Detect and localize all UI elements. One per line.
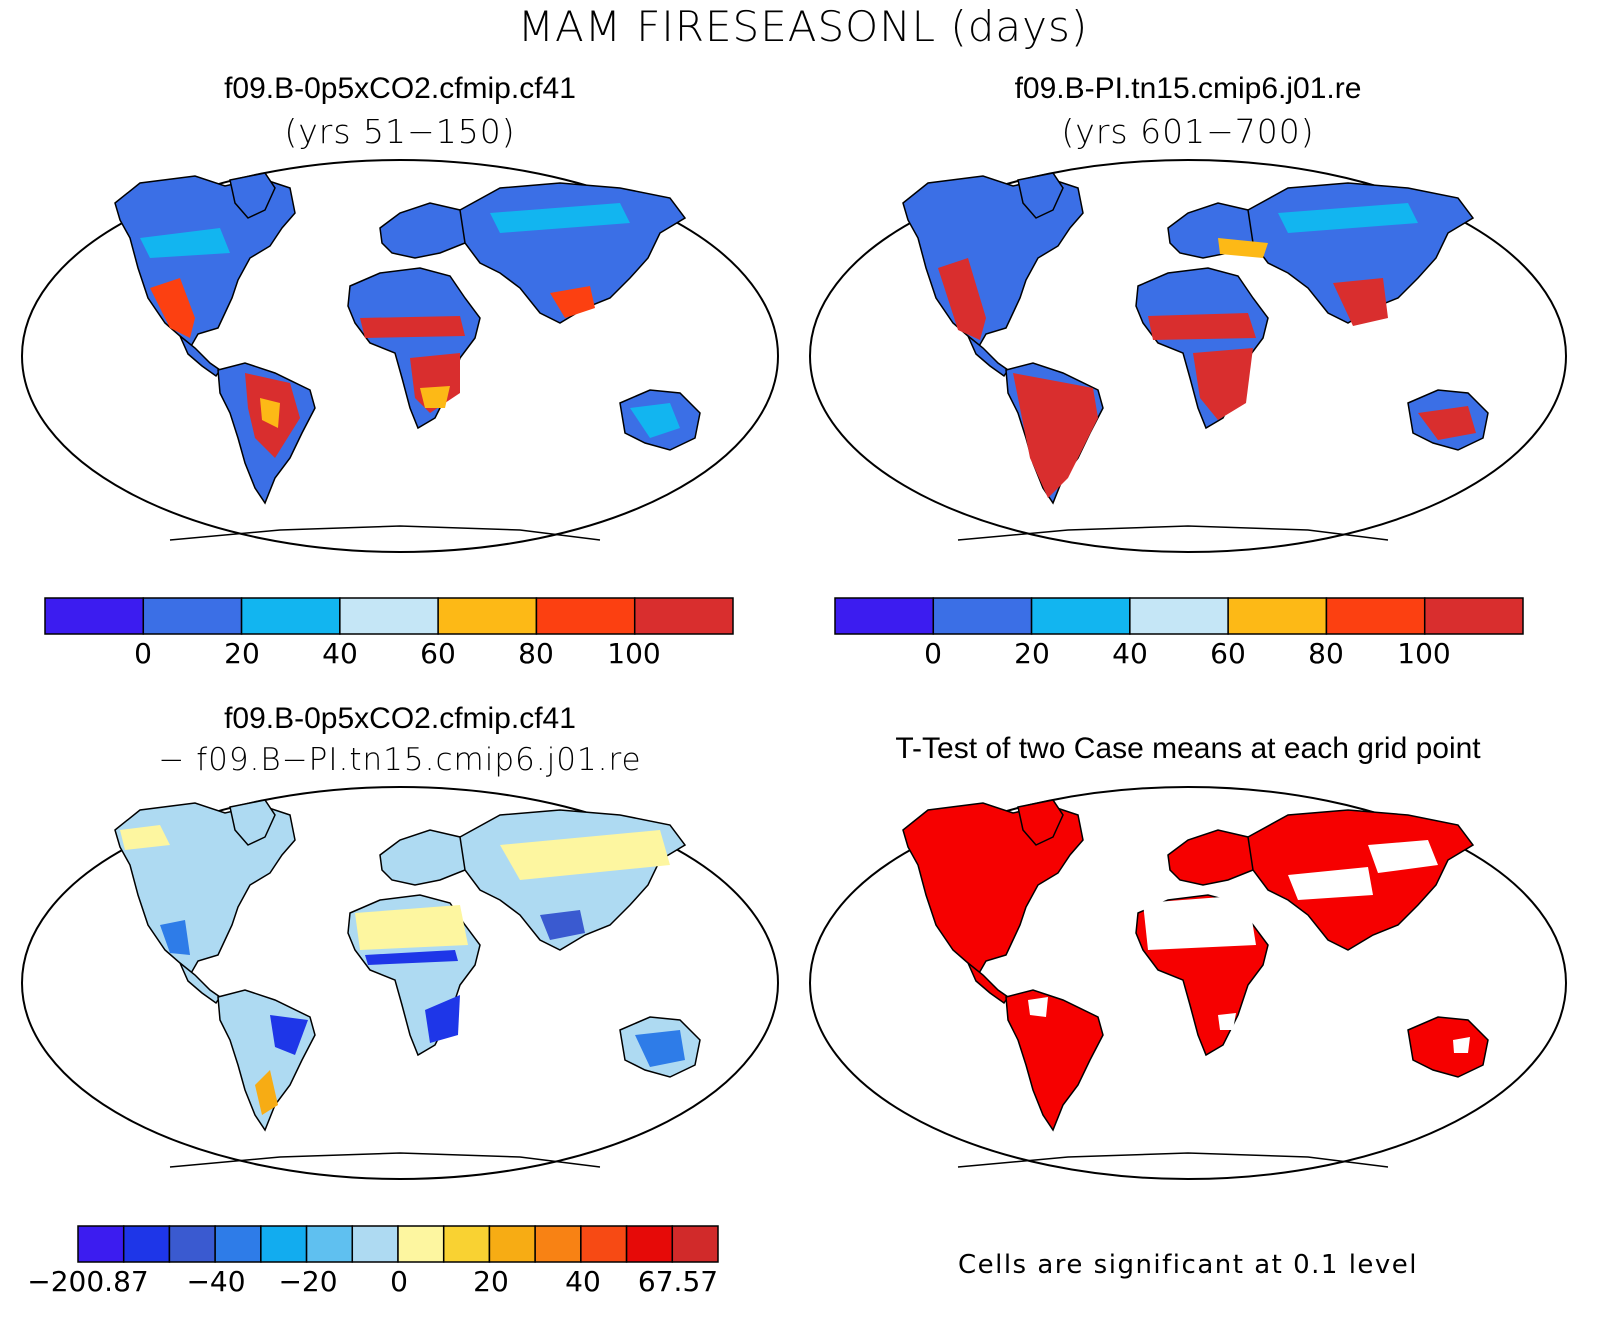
map-top-left	[21, 159, 779, 553]
colorbar-swatch	[122, 1225, 171, 1263]
colorbar-swatch	[488, 1225, 536, 1263]
colorbar-swatch	[580, 1225, 628, 1263]
colorbar-swatch	[535, 597, 636, 635]
panel-title-top-right: f09.B-PI.tn15.cmip6.j01.re	[1014, 72, 1362, 105]
panel-subtitle-bottom-left: − f09.B−PI.tn15.cmip6.j01.re	[158, 742, 642, 778]
hot-regions-top-left	[140, 203, 680, 458]
tick-label: 40	[565, 1265, 601, 1298]
map-bottom-left	[21, 786, 779, 1180]
colorbar-bottom-left	[77, 1225, 719, 1263]
tick-label: 80	[1308, 637, 1344, 670]
tick-label: 67.57	[637, 1265, 719, 1298]
panel-subtitle-top-left: (yrs 51−150)	[284, 112, 516, 151]
tick-label: 60	[1210, 637, 1246, 670]
tick-label: −20	[278, 1265, 338, 1298]
tick-label: 80	[518, 637, 554, 670]
colorbar-swatch	[625, 1225, 674, 1263]
tick-label: 20	[1014, 637, 1050, 670]
panel-title-bottom-left: f09.B-0p5xCO2.cfmip.cf41	[224, 702, 576, 735]
colorbar-swatch	[305, 1225, 354, 1263]
tick-label: 0	[924, 637, 942, 670]
tick-label: 0	[390, 1265, 408, 1298]
tick-label: 20	[224, 637, 260, 670]
colorbar-swatch	[633, 597, 734, 635]
tick-label: 40	[1112, 637, 1148, 670]
tick-label: −40	[186, 1265, 246, 1298]
tick-label: 60	[420, 637, 456, 670]
colorbar-swatch	[339, 597, 439, 635]
colorbar-swatch	[214, 1225, 262, 1263]
colorbar-swatch	[142, 597, 243, 635]
panel-subtitle-top-right: (yrs 601−700)	[1061, 112, 1315, 151]
colorbar-swatch	[534, 1225, 582, 1263]
hot-regions-top-right	[938, 203, 1476, 498]
colorbar-swatch	[437, 597, 538, 635]
figure-title: MAM FIRESEASONL (days)	[517, 2, 1089, 51]
panel-title-top-left: f09.B-0p5xCO2.cfmip.cf41	[224, 72, 576, 105]
tick-label: 20	[473, 1265, 509, 1298]
colorbar-ticks-top-left: 0 20 40 60 80 100	[45, 637, 735, 677]
colorbar-swatch	[1129, 597, 1229, 635]
colorbar-swatch	[932, 597, 1033, 635]
colorbar-swatch	[168, 1225, 216, 1263]
colorbar-swatch	[77, 1225, 125, 1263]
colorbar-swatch	[240, 597, 341, 635]
map-bottom-right	[809, 786, 1567, 1180]
colorbar-top-right	[834, 597, 1524, 635]
tick-label: 100	[1397, 637, 1451, 670]
colorbar-ticks-bottom-left: −200.87 −40 −20 0 20 40 67.57	[27, 1265, 720, 1305]
tick-label: 0	[134, 637, 152, 670]
colorbar-swatch	[260, 1225, 308, 1263]
nonsignificant-regions-bottom-right	[1028, 840, 1470, 1053]
colorbar-swatch	[1227, 597, 1328, 635]
anomaly-regions-bottom-left	[120, 825, 685, 1115]
colorbar-swatch	[671, 1225, 719, 1263]
colorbar-swatch	[1423, 597, 1524, 635]
colorbar-swatch	[1325, 597, 1426, 635]
map-top-right	[809, 159, 1567, 553]
colorbar-swatch	[44, 597, 145, 635]
colorbar-ticks-top-right: 0 20 40 60 80 100	[835, 637, 1525, 677]
colorbar-top-left	[44, 597, 734, 635]
tick-label: 100	[607, 637, 661, 670]
colorbar-swatch	[1030, 597, 1131, 635]
tick-label: 40	[322, 637, 358, 670]
significance-footnote: Cells are significant at 0.1 level	[957, 1250, 1419, 1280]
tick-label: −200.87	[27, 1265, 149, 1298]
colorbar-swatch	[351, 1225, 399, 1263]
panel-title-bottom-right: T-Test of two Case means at each grid po…	[895, 732, 1481, 765]
colorbar-swatch	[834, 597, 935, 635]
colorbar-swatch	[442, 1225, 491, 1263]
colorbar-swatch	[397, 1225, 445, 1263]
